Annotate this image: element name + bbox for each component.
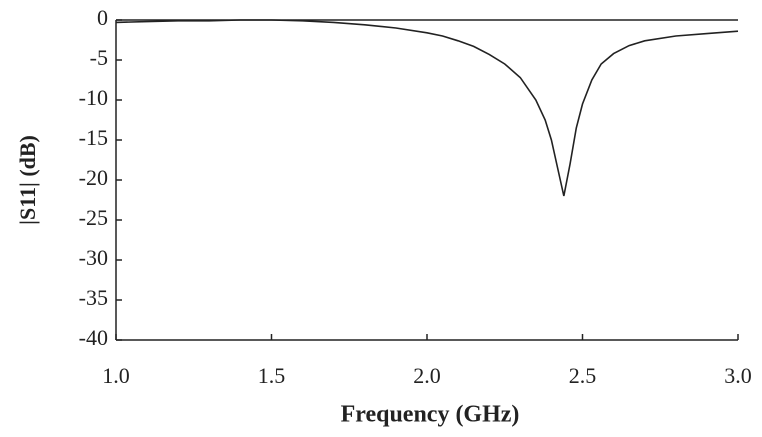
y-tick-label: -30 xyxy=(79,245,108,270)
x-tick-label: 2.0 xyxy=(413,363,441,388)
y-tick-label: -40 xyxy=(79,325,108,350)
y-tick-label: -10 xyxy=(79,85,108,110)
x-tick-label: 1.5 xyxy=(258,363,286,388)
y-tick-label: -15 xyxy=(79,125,108,150)
x-axis-label: Frequency (GHz) xyxy=(341,402,520,428)
x-tick-label: 1.0 xyxy=(102,363,130,388)
x-tick-label: 3.0 xyxy=(724,363,752,388)
y-tick-label: -25 xyxy=(79,205,108,230)
y-tick-label: -5 xyxy=(90,45,108,70)
y-tick-label: -20 xyxy=(79,165,108,190)
x-tick-label: 2.5 xyxy=(569,363,597,388)
data-line xyxy=(115,19,739,197)
y-axis-label: |S11| (dB) xyxy=(15,135,40,225)
y-tick-label: 0 xyxy=(97,5,108,30)
y-tick-label: -35 xyxy=(79,285,108,310)
